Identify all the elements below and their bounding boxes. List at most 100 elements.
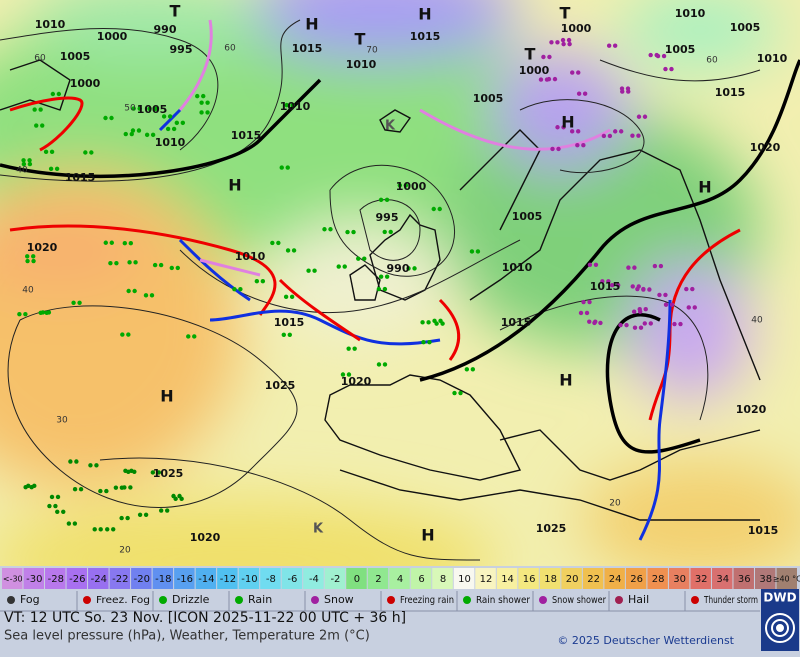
weather-symbol (663, 292, 668, 298)
scale-swatch (45, 568, 66, 589)
map-area: 1010 1000 990 995 1005 1000 1005 1010 10… (0, 0, 800, 566)
weather-symbol (340, 372, 346, 377)
weather-symbol (128, 485, 133, 490)
weather-symbol (376, 286, 382, 292)
legend-label: Freez. Fog (96, 595, 150, 606)
scale-swatch (776, 568, 797, 589)
weather-symbol (175, 265, 180, 271)
weather-symbol (581, 299, 586, 305)
scale-swatch (66, 568, 88, 589)
weather-symbol (161, 114, 167, 119)
weather-symbol (438, 318, 443, 324)
weather-symbol (279, 165, 284, 170)
weather-symbol (98, 488, 103, 494)
svg-text:1005: 1005 (473, 92, 504, 105)
weather-symbol (31, 258, 36, 264)
weather-symbol (342, 264, 347, 269)
description: Sea level pressure (hPa), Weather, Tempe… (4, 629, 370, 644)
weather-symbol (129, 131, 134, 137)
weather-symbol (171, 126, 177, 132)
svg-text:990: 990 (387, 262, 410, 275)
weather-symbol (612, 129, 618, 134)
weather-symbol (34, 123, 39, 128)
weather-symbol (384, 274, 390, 279)
weather-symbol (289, 294, 295, 300)
svg-text:1010: 1010 (235, 250, 266, 263)
weather-symbol (575, 129, 581, 134)
weather-symbol (104, 488, 109, 494)
scale-swatch (238, 568, 260, 589)
weather-symbol (27, 161, 33, 167)
weather-symbol (89, 150, 94, 155)
weather-symbol (125, 515, 130, 521)
svg-text:1020: 1020 (736, 403, 767, 416)
weather-symbol (458, 390, 463, 396)
scale-label: 12 (480, 574, 493, 585)
weather-symbol (49, 149, 55, 155)
legend-icon (463, 596, 471, 604)
weather-symbol (186, 334, 191, 339)
weather-symbol (630, 133, 635, 138)
weather-symbol (47, 503, 52, 509)
weather-symbol (658, 263, 664, 269)
weather-symbol (587, 299, 592, 305)
weather-symbol (432, 318, 437, 324)
weather-symbol (21, 161, 27, 167)
svg-text:1010: 1010 (675, 7, 706, 20)
weather-symbol (17, 311, 22, 317)
weather-symbol (132, 288, 137, 294)
svg-text:60: 60 (34, 54, 46, 64)
weather-symbol (612, 43, 618, 48)
weather-symbol (638, 325, 644, 330)
scale-swatch (281, 568, 303, 589)
svg-text:1020: 1020 (190, 531, 221, 544)
weather-symbol (452, 390, 457, 396)
svg-text:H: H (421, 526, 434, 545)
scale-swatch (131, 568, 152, 589)
scale-label: 20 (566, 574, 579, 585)
weather-symbol (584, 310, 590, 316)
weather-symbol (98, 527, 103, 532)
svg-text:1005: 1005 (730, 21, 761, 34)
weather-symbol (630, 284, 635, 289)
scale-swatch (668, 568, 690, 589)
scale-swatch (582, 568, 604, 589)
weather-symbol (88, 463, 93, 468)
svg-text:1000: 1000 (519, 64, 550, 77)
svg-text:H: H (698, 178, 711, 197)
svg-text:1005: 1005 (60, 50, 91, 63)
svg-text:1010: 1010 (502, 261, 533, 274)
weather-symbol (672, 321, 677, 327)
weather-symbol (643, 306, 648, 312)
weather-symbol (126, 288, 131, 294)
scale-label: -16 (177, 574, 193, 585)
weather-symbol (632, 325, 638, 330)
legend-icon (615, 596, 623, 604)
weather-symbol (131, 106, 136, 111)
weather-symbol (692, 305, 697, 310)
weather-symbol (669, 302, 675, 307)
legend-icon (83, 596, 91, 604)
scale-swatch (389, 568, 410, 589)
weather-symbol (555, 125, 560, 130)
svg-text:60: 60 (224, 44, 236, 54)
weather-symbol (29, 485, 34, 490)
weather-symbol (92, 527, 97, 532)
weather-symbol (119, 515, 124, 521)
weather-symbol (403, 183, 409, 188)
svg-text:1015: 1015 (501, 316, 532, 329)
scale-swatch (432, 568, 453, 589)
weather-symbol (137, 512, 143, 517)
weather-symbol (205, 100, 210, 105)
weather-symbol (654, 52, 659, 58)
scale-swatch (733, 568, 754, 589)
weather-symbol (123, 131, 128, 137)
weather-symbol (23, 311, 28, 317)
svg-text:1015: 1015 (715, 86, 746, 99)
weather-symbol (171, 493, 176, 499)
weather-symbol (600, 279, 605, 284)
weather-symbol (195, 93, 200, 99)
weather-symbol (27, 158, 32, 163)
scale-label: -28 (48, 574, 64, 585)
